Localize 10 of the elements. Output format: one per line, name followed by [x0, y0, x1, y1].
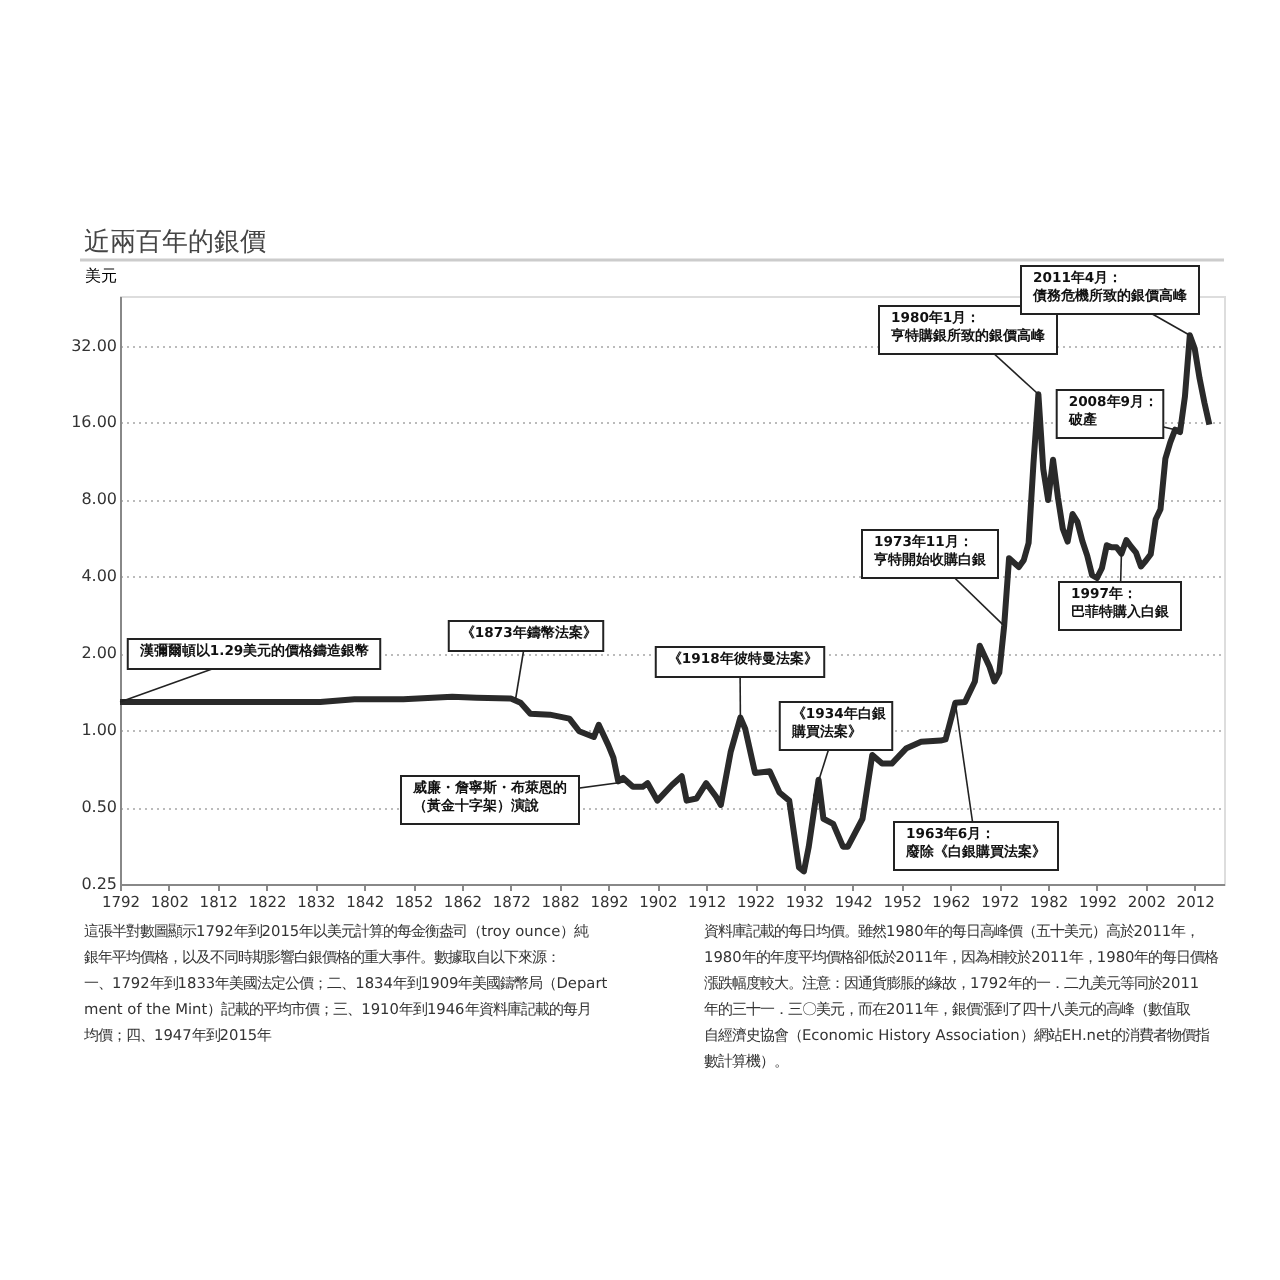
- y-tick-label: 32.00: [71, 336, 117, 355]
- y-tick-label: 1.00: [81, 721, 117, 740]
- y-tick-label: 0.50: [81, 798, 117, 817]
- y-axis-title: 美元: [85, 267, 117, 285]
- y-tick-label: 8.00: [81, 490, 117, 509]
- y-tick-label: 0.25: [81, 875, 117, 893]
- y-tick-label: 2.00: [81, 644, 117, 663]
- y-tick-label: 4.00: [81, 567, 117, 586]
- y-tick-label: 16.00: [71, 413, 117, 432]
- chart-title: 近兩百年的銀價: [84, 228, 266, 258]
